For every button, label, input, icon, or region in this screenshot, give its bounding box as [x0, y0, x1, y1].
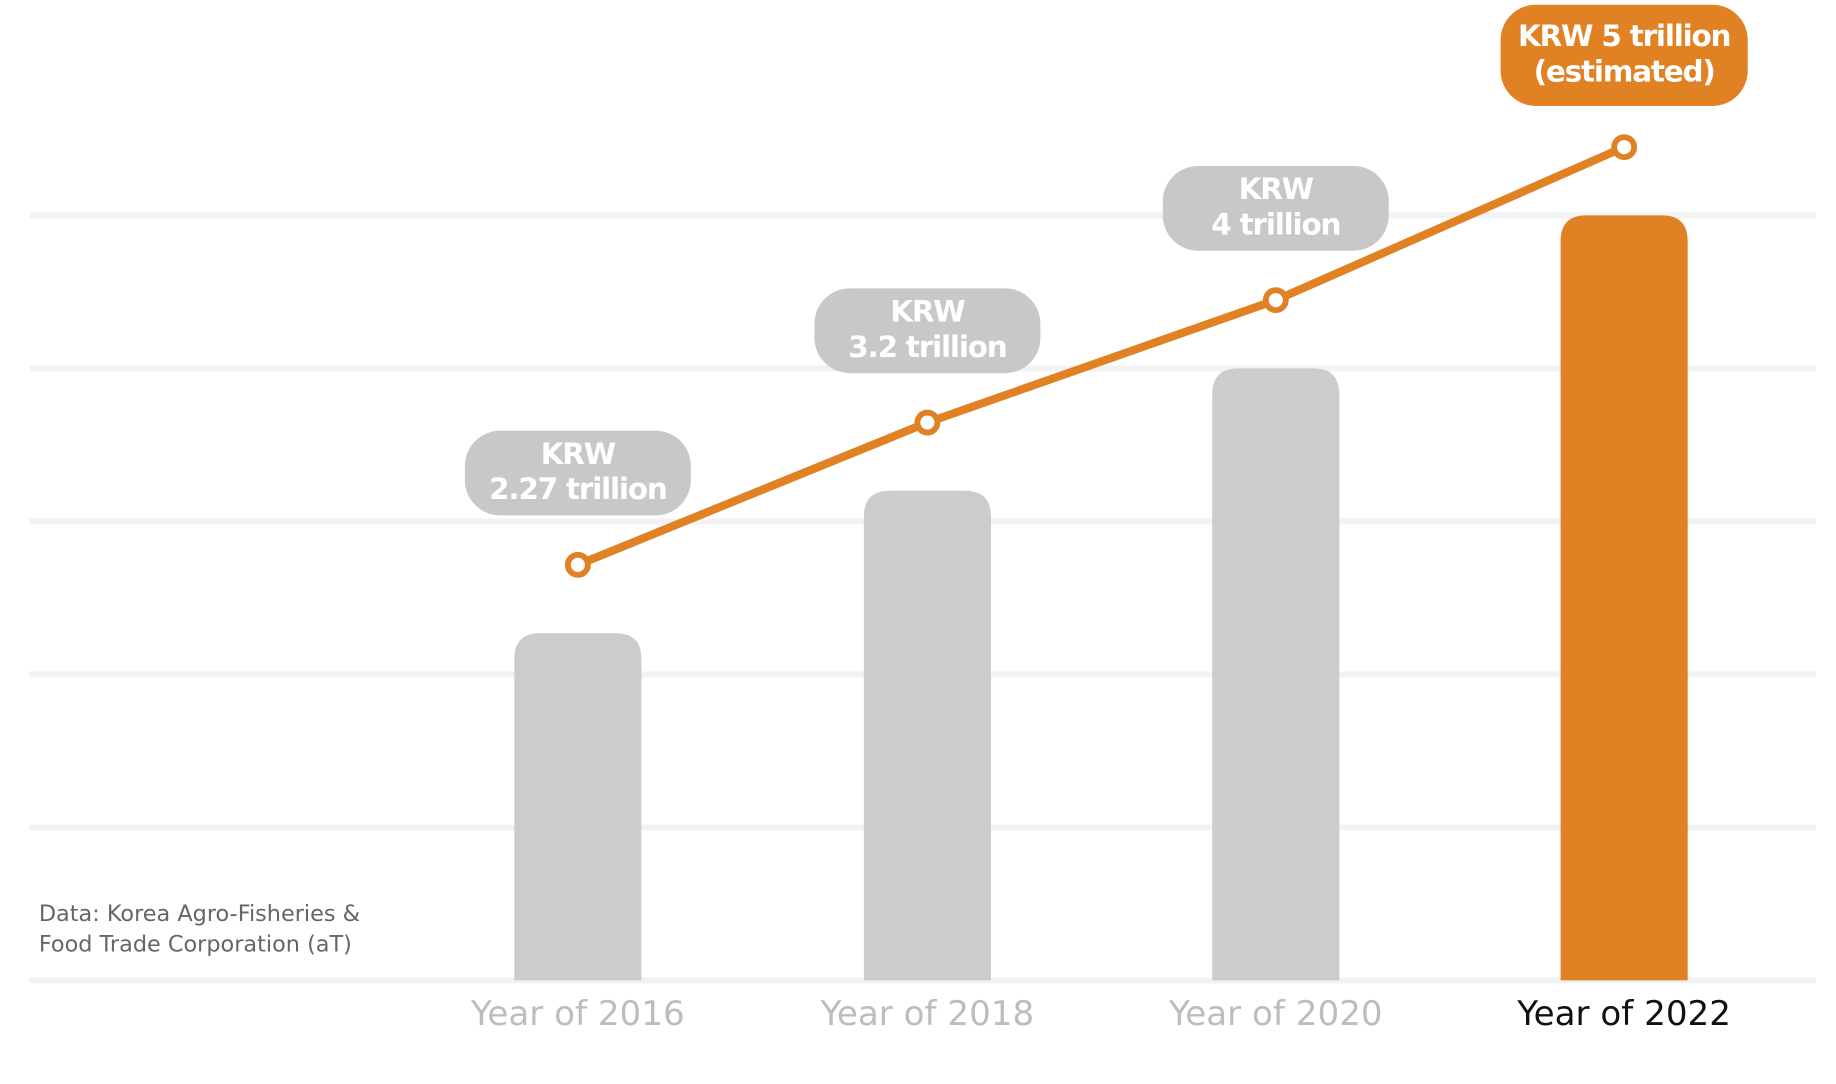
bar	[514, 633, 642, 981]
value-label: KRW	[1239, 172, 1314, 206]
line-point	[564, 551, 591, 578]
value-label: 3.2 trillion	[848, 330, 1006, 364]
line-point	[1262, 287, 1289, 314]
x-tick-label: Year of 2016	[470, 994, 685, 1034]
value-label: 4 trillion	[1211, 207, 1340, 241]
value-label: (estimated)	[1534, 54, 1715, 88]
bar	[863, 490, 991, 981]
x-tick-label: Year of 2022	[1516, 994, 1731, 1034]
value-label-box	[814, 288, 1041, 374]
value-label: 2.27 trillion	[489, 472, 667, 506]
value-label: KRW 5 trillion	[1518, 19, 1730, 53]
value-label: KRW	[890, 295, 965, 329]
value-label-box	[1500, 4, 1748, 106]
value-label-box	[464, 430, 691, 516]
bar	[1212, 368, 1340, 981]
line-point	[914, 409, 941, 436]
source-line: Data: Korea Agro-Fisheries &	[39, 901, 360, 927]
x-tick-label: Year of 2018	[820, 994, 1035, 1034]
value-label-box	[1162, 165, 1389, 251]
line-point	[1611, 134, 1638, 161]
value-label: KRW	[541, 437, 616, 471]
trend-line	[576, 143, 1626, 569]
source-line: Food Trade Corporation (aT)	[39, 932, 352, 958]
x-tick-label: Year of 2020	[1168, 994, 1383, 1034]
bar	[1560, 215, 1688, 981]
